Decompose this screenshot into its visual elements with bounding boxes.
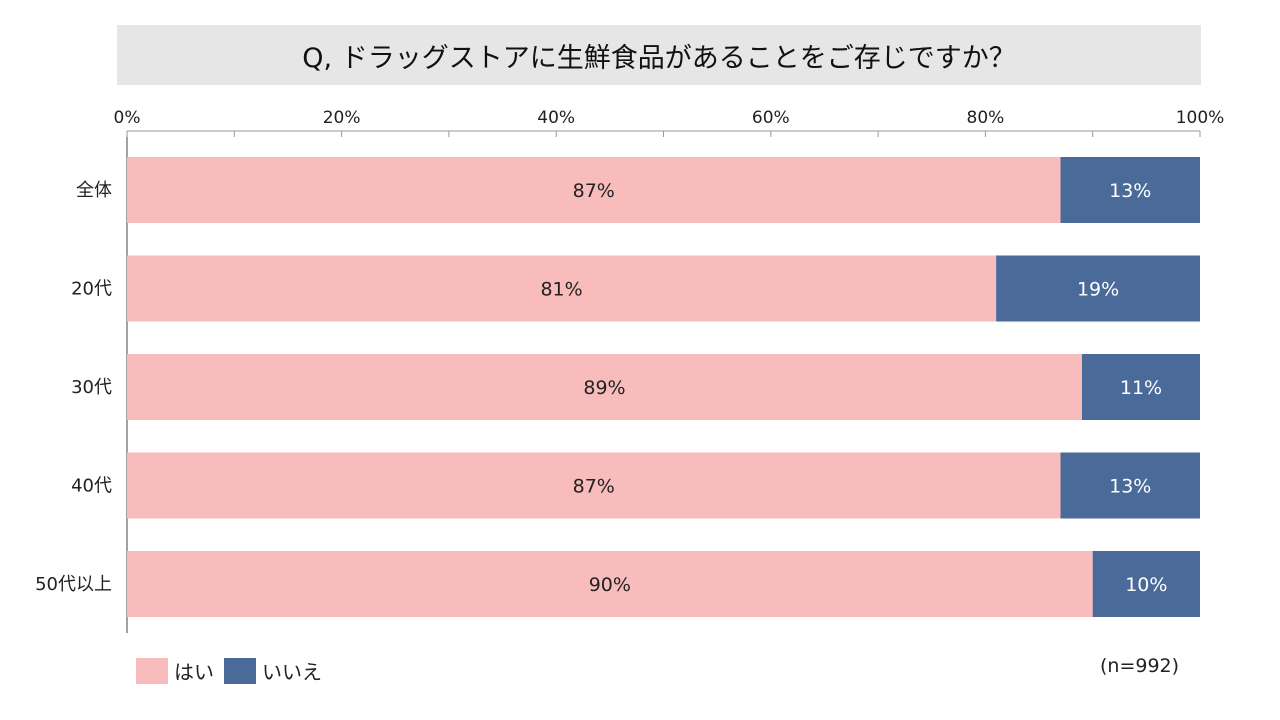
legend-swatch-no (224, 657, 256, 684)
x-tick-label: 40% (537, 108, 575, 128)
bar-segment-no (1081, 354, 1200, 420)
category-label: 20代 (71, 279, 112, 300)
category-label: 40代 (71, 476, 112, 497)
legend-item-yes: はい (136, 656, 214, 685)
data-label-no: 13% (1109, 180, 1151, 202)
bar-segment-yes (127, 354, 1082, 420)
data-label-yes: 87% (573, 180, 615, 202)
bar-segment-no (1060, 157, 1200, 223)
data-label-no: 19% (1077, 279, 1119, 301)
data-label-yes: 87% (573, 476, 615, 498)
bar-segment-yes (127, 157, 1061, 223)
sample-size-note: (n=992) (1100, 655, 1180, 677)
category-label: 全体 (76, 180, 112, 201)
data-label-yes: 89% (583, 377, 625, 399)
data-label-yes: 90% (589, 574, 631, 596)
data-label-no: 10% (1125, 574, 1167, 596)
bar-segment-yes (127, 452, 1061, 519)
bar-segment-yes (127, 551, 1093, 617)
category-label: 50代以上 (35, 574, 112, 595)
x-tick-label: 60% (752, 108, 790, 128)
bar-segment-yes (127, 255, 997, 322)
chart-title: Q, ドラッグストアに生鮮食品があることをご存じですか？ (117, 25, 1201, 85)
x-tick-label: 80% (967, 108, 1005, 128)
data-label-no: 11% (1120, 377, 1162, 399)
x-tick-label: 20% (323, 108, 361, 128)
bar-segment-no (996, 255, 1200, 322)
x-tick-label: 0% (114, 108, 141, 128)
legend-swatch-yes (136, 657, 168, 684)
legend-label-no: いいえ (262, 660, 322, 684)
x-tick-label: 100% (1176, 108, 1225, 128)
data-label-no: 13% (1109, 476, 1151, 498)
data-label-yes: 81% (540, 279, 582, 301)
bar-segment-no (1092, 551, 1200, 617)
legend-item-no: いいえ (224, 656, 322, 685)
bar-segment-no (1060, 452, 1200, 519)
legend: はい いいえ (136, 656, 332, 685)
category-label: 30代 (71, 377, 112, 398)
legend-label-yes: はい (174, 660, 214, 684)
